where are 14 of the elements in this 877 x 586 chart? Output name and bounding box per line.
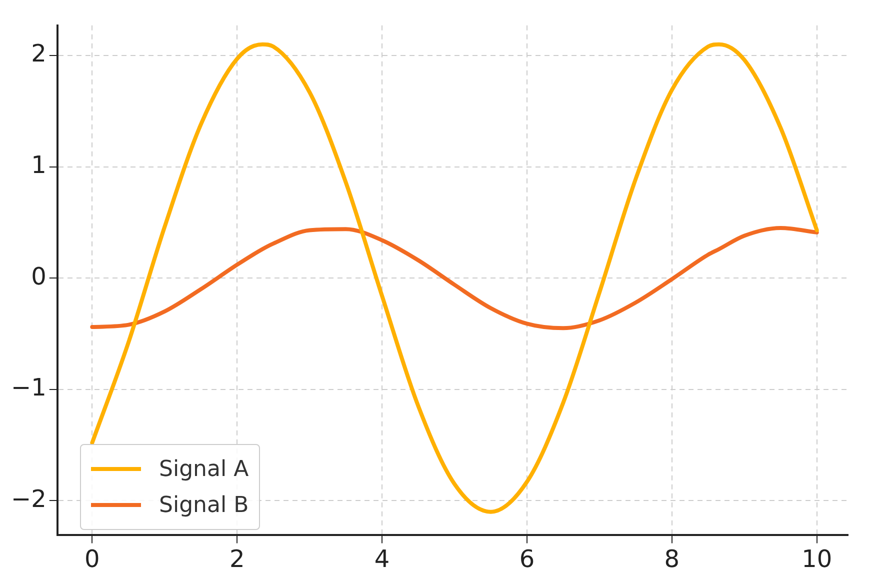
y-tick-label: −2 — [10, 484, 46, 513]
y-tick-label: −1 — [10, 374, 46, 402]
x-tick-label: 2 — [229, 544, 245, 573]
x-tick-label: 10 — [802, 544, 832, 573]
legend-label: Signal A — [159, 456, 249, 482]
y-tick-label: 1 — [31, 151, 46, 179]
y-tick-label: 2 — [31, 40, 46, 68]
x-tick-label: 0 — [84, 544, 100, 573]
legend-label: Signal B — [159, 492, 249, 518]
y-tick-label: 0 — [31, 262, 46, 290]
line-series — [90, 226, 819, 330]
x-tick-label: 4 — [374, 544, 390, 573]
x-tick-label: 8 — [664, 544, 680, 573]
x-tick-label: 6 — [519, 544, 535, 573]
